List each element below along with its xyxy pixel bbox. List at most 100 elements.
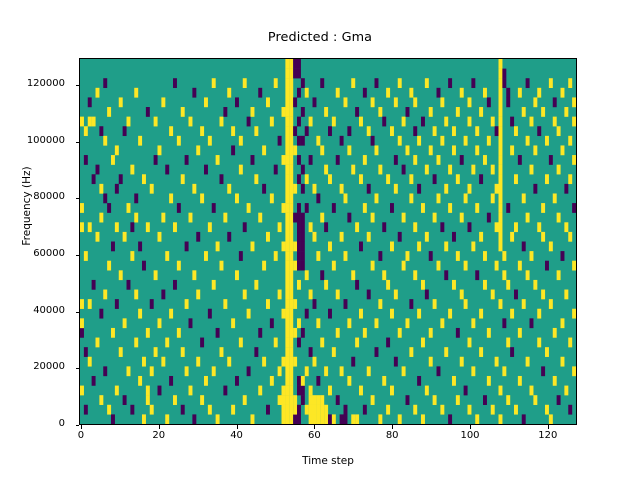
heatmap-cell xyxy=(343,414,348,424)
heatmap-cell xyxy=(514,222,518,233)
heatmap-cell xyxy=(281,308,286,319)
heatmap-cell xyxy=(502,318,507,329)
heatmap-cell xyxy=(486,212,491,223)
heatmap-cell xyxy=(397,78,402,89)
heatmap-cell xyxy=(463,193,468,204)
heatmap-cell xyxy=(242,78,247,89)
heatmap-cell xyxy=(378,107,383,117)
heatmap-cell xyxy=(502,366,507,377)
heatmap-cell xyxy=(455,327,460,338)
heatmap-cell xyxy=(514,289,518,300)
heatmap-cell xyxy=(165,414,170,424)
heatmap-cell xyxy=(424,231,429,242)
heatmap-cell xyxy=(285,68,290,79)
heatmap-cell xyxy=(289,385,294,396)
heatmap-cell xyxy=(397,231,402,242)
heatmap-cell xyxy=(289,366,294,377)
heatmap-cell xyxy=(308,404,313,415)
heatmap-cell xyxy=(351,78,356,89)
heatmap-cell xyxy=(413,404,418,415)
heatmap-cell xyxy=(324,279,329,290)
heatmap-cell xyxy=(537,222,542,233)
heatmap-cell xyxy=(498,164,503,175)
heatmap-cell xyxy=(490,116,495,127)
heatmap-cell xyxy=(545,135,549,146)
heatmap-cell xyxy=(138,375,143,386)
heatmap-cell xyxy=(289,289,294,300)
heatmap-cell xyxy=(196,289,201,300)
heatmap-cell xyxy=(134,193,139,204)
heatmap-axes[interactable] xyxy=(79,58,577,425)
heatmap-cell xyxy=(498,222,503,233)
heatmap-cell xyxy=(285,395,290,405)
heatmap-cell xyxy=(343,97,348,108)
heatmap-cell xyxy=(273,164,278,175)
heatmap-cell xyxy=(479,347,484,357)
heatmap-cell xyxy=(424,289,429,300)
heatmap-cell xyxy=(459,356,464,367)
heatmap-cell xyxy=(122,395,127,405)
heatmap-cell xyxy=(498,59,503,69)
heatmap-cell xyxy=(289,97,294,108)
heatmap-cell xyxy=(266,231,270,242)
heatmap-cell xyxy=(277,289,282,300)
heatmap-cell xyxy=(289,164,294,175)
heatmap-cell xyxy=(366,126,371,137)
heatmap-cell xyxy=(304,404,309,415)
heatmap-cell xyxy=(498,193,503,204)
heatmap-cell xyxy=(564,222,569,233)
heatmap-cell xyxy=(393,97,398,108)
heatmap-cell xyxy=(452,279,456,290)
heatmap-cell xyxy=(246,203,251,213)
heatmap-cell xyxy=(277,395,282,405)
heatmap-cell xyxy=(207,135,212,146)
heatmap-cell xyxy=(289,395,294,405)
heatmap-cell xyxy=(149,366,154,377)
heatmap-cell xyxy=(417,241,422,252)
heatmap-cell xyxy=(541,289,546,300)
heatmap-cell xyxy=(498,212,503,223)
heatmap-cell xyxy=(304,270,309,281)
heatmap-cell xyxy=(215,327,220,338)
heatmap-cell xyxy=(490,193,495,204)
heatmap-cell xyxy=(529,385,534,396)
heatmap-cell xyxy=(556,270,561,281)
heatmap-cell xyxy=(328,414,332,424)
heatmap-cell xyxy=(455,395,460,405)
heatmap-cell xyxy=(502,251,507,261)
heatmap-cell xyxy=(560,145,565,156)
heatmap-cell xyxy=(142,260,146,271)
heatmap-cell xyxy=(285,116,290,127)
heatmap-cell xyxy=(126,116,131,127)
heatmap-cell xyxy=(320,270,325,281)
heatmap-cell xyxy=(467,337,472,348)
heatmap-cell xyxy=(517,87,522,98)
heatmap-cell xyxy=(428,107,433,117)
heatmap-cell xyxy=(498,414,503,424)
heatmap-cell xyxy=(541,107,546,117)
heatmap-cell xyxy=(533,183,538,194)
heatmap-cell xyxy=(91,116,96,127)
heatmap-cell xyxy=(448,203,453,213)
heatmap-cell xyxy=(80,203,84,213)
heatmap-cell xyxy=(459,212,464,223)
heatmap-cell xyxy=(517,327,522,338)
heatmap-cell xyxy=(188,385,193,396)
heatmap-cell xyxy=(316,251,321,261)
heatmap-cell xyxy=(196,356,201,367)
heatmap-cell xyxy=(297,337,301,348)
heatmap-cell xyxy=(273,337,278,348)
heatmap-cell xyxy=(289,107,294,117)
heatmap-cell xyxy=(486,375,491,386)
heatmap-cell xyxy=(111,241,115,252)
heatmap-cell xyxy=(219,174,224,185)
heatmap-cell xyxy=(471,78,476,89)
heatmap-cell xyxy=(545,404,549,415)
heatmap-cell xyxy=(285,337,290,348)
heatmap-cell xyxy=(498,385,503,396)
heatmap-cell xyxy=(568,174,573,185)
heatmap-cell xyxy=(293,59,298,69)
heatmap-cell xyxy=(289,375,294,386)
heatmap-cell xyxy=(525,135,530,146)
heatmap-cell xyxy=(281,155,286,165)
